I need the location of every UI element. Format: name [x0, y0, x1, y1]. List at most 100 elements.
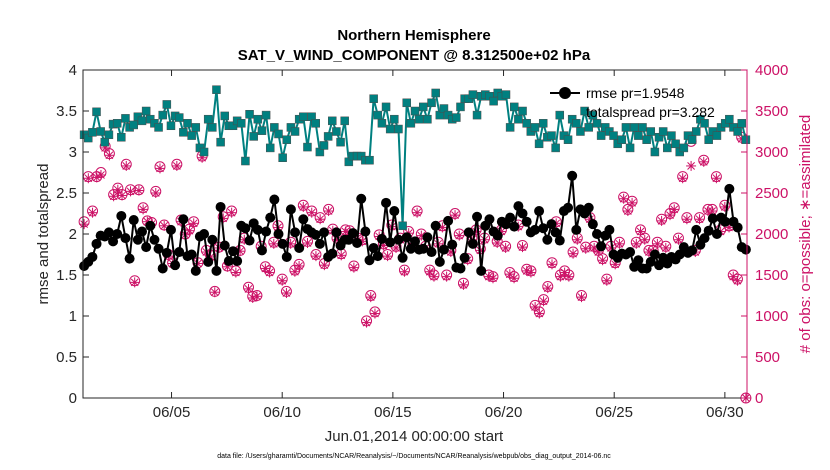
rmse-point — [347, 228, 358, 239]
asterisk-stroke — [505, 270, 514, 279]
rmse-point — [174, 247, 185, 258]
rmse-point — [542, 234, 553, 245]
y-right-tick-label: 3500 — [755, 103, 788, 120]
rmse-point — [711, 229, 722, 239]
rmse-point — [691, 224, 702, 235]
rmse-point — [141, 242, 152, 253]
asterisk-stroke — [282, 289, 291, 297]
totalspread-point — [431, 88, 440, 98]
asterisk-stroke — [303, 239, 312, 247]
totalspread-point — [530, 123, 540, 132]
asterisk-stroke — [189, 219, 198, 228]
totalspread-point — [311, 119, 320, 128]
asterisk-stroke — [337, 251, 346, 260]
asterisk-stroke — [527, 268, 535, 277]
asterisk-stroke — [269, 239, 278, 248]
obs-assimilated-point — [365, 292, 376, 303]
asterisk-stroke — [653, 239, 662, 248]
rmse-point — [277, 238, 288, 249]
rmse-point — [165, 224, 176, 235]
y-axis-left-label: rmse and totalspread — [35, 164, 52, 305]
rmse-point — [120, 233, 131, 244]
y-right-tick-label: 1500 — [755, 267, 788, 284]
asterisk-stroke — [371, 309, 379, 318]
obs-assimilated-point — [117, 190, 128, 201]
totalspread-point — [328, 116, 337, 126]
totalspread-point — [551, 143, 560, 153]
totalspread-point — [555, 110, 565, 120]
obs-assimilated-point — [323, 206, 334, 217]
totalspread-point — [137, 116, 147, 126]
obs-assimilated-point — [138, 204, 149, 215]
asterisk-stroke — [185, 226, 194, 235]
obs-assimilated-point — [673, 234, 684, 245]
asterisk-stroke — [362, 318, 371, 327]
asterisk-stroke — [295, 262, 303, 270]
totalspread-point — [472, 110, 482, 120]
obs-assimilated-point — [534, 308, 545, 319]
rmse-point — [740, 244, 751, 255]
rmse-point — [132, 234, 143, 245]
totalspread-point — [323, 132, 333, 141]
asterisk-stroke — [695, 215, 704, 224]
asterisk-stroke — [156, 164, 164, 173]
obs-assimilated-point — [302, 238, 313, 249]
totalspread-point — [191, 123, 201, 132]
y-right-tick-label: 500 — [755, 349, 780, 366]
asterisk-stroke — [548, 260, 556, 269]
obs-assimilated-point — [104, 150, 115, 161]
asterisk-stroke — [455, 231, 464, 240]
obs-assimilated-point — [622, 206, 633, 217]
totalspread-point — [183, 119, 192, 128]
rmse-point — [298, 214, 309, 225]
totalspread-point — [642, 135, 651, 144]
totalspread-point — [274, 129, 283, 139]
asterisk-stroke — [539, 297, 548, 306]
rmse-point — [290, 227, 301, 238]
obs-assimilated-point — [125, 186, 136, 197]
asterisk-stroke — [417, 231, 426, 240]
rmse-point — [223, 256, 234, 267]
asterisk-stroke — [569, 249, 577, 258]
obs-assimilated-point — [458, 279, 469, 290]
x-tick-label: 06/30 — [706, 404, 744, 421]
asterisk-stroke — [88, 208, 97, 217]
rmse-point — [124, 253, 135, 264]
rmse-point — [430, 220, 441, 231]
asterisk-stroke — [118, 191, 126, 200]
asterisk-stroke — [459, 280, 468, 289]
asterisk-stroke — [341, 227, 350, 236]
totalspread-point — [199, 147, 209, 157]
asterisk-stroke — [543, 284, 552, 293]
totalspread-point — [261, 110, 271, 120]
asterisk-stroke — [109, 192, 118, 201]
rmse-point — [426, 247, 437, 258]
asterisk-stroke — [733, 276, 742, 285]
ticks-layer: 0 0.5 1 1.5 2 2.5 3 3.5 4 0 500 1000 1500 2000 2500 300… — [56, 62, 788, 421]
rmse-point — [211, 265, 222, 276]
asterisk-stroke — [510, 274, 518, 283]
asterisk-stroke — [699, 157, 708, 166]
y-right-tick-label: 4000 — [755, 62, 788, 79]
rmse-point — [534, 206, 545, 217]
asterisk-stroke — [113, 185, 122, 194]
rmse-point — [161, 247, 172, 258]
rmse-point — [149, 234, 160, 245]
asterisk-stroke — [392, 244, 400, 252]
rmse-point — [724, 183, 735, 194]
obs-assimilated-point — [95, 169, 106, 180]
rmse-point — [554, 235, 565, 246]
rmse-point — [310, 229, 321, 240]
asterisk-stroke — [564, 272, 573, 281]
rmse-point — [116, 210, 127, 221]
totalspread-point — [563, 135, 573, 144]
totalspread-point — [303, 142, 312, 152]
obs-assimilated-point — [184, 225, 195, 236]
totalspread-point — [572, 119, 581, 128]
totalspread-point — [369, 94, 378, 103]
obs-assimilated-point — [247, 292, 258, 303]
totalspread-point — [646, 127, 656, 136]
asterisk-stroke — [248, 294, 257, 302]
totalspread-point — [203, 114, 213, 124]
rmse-point — [256, 245, 267, 256]
